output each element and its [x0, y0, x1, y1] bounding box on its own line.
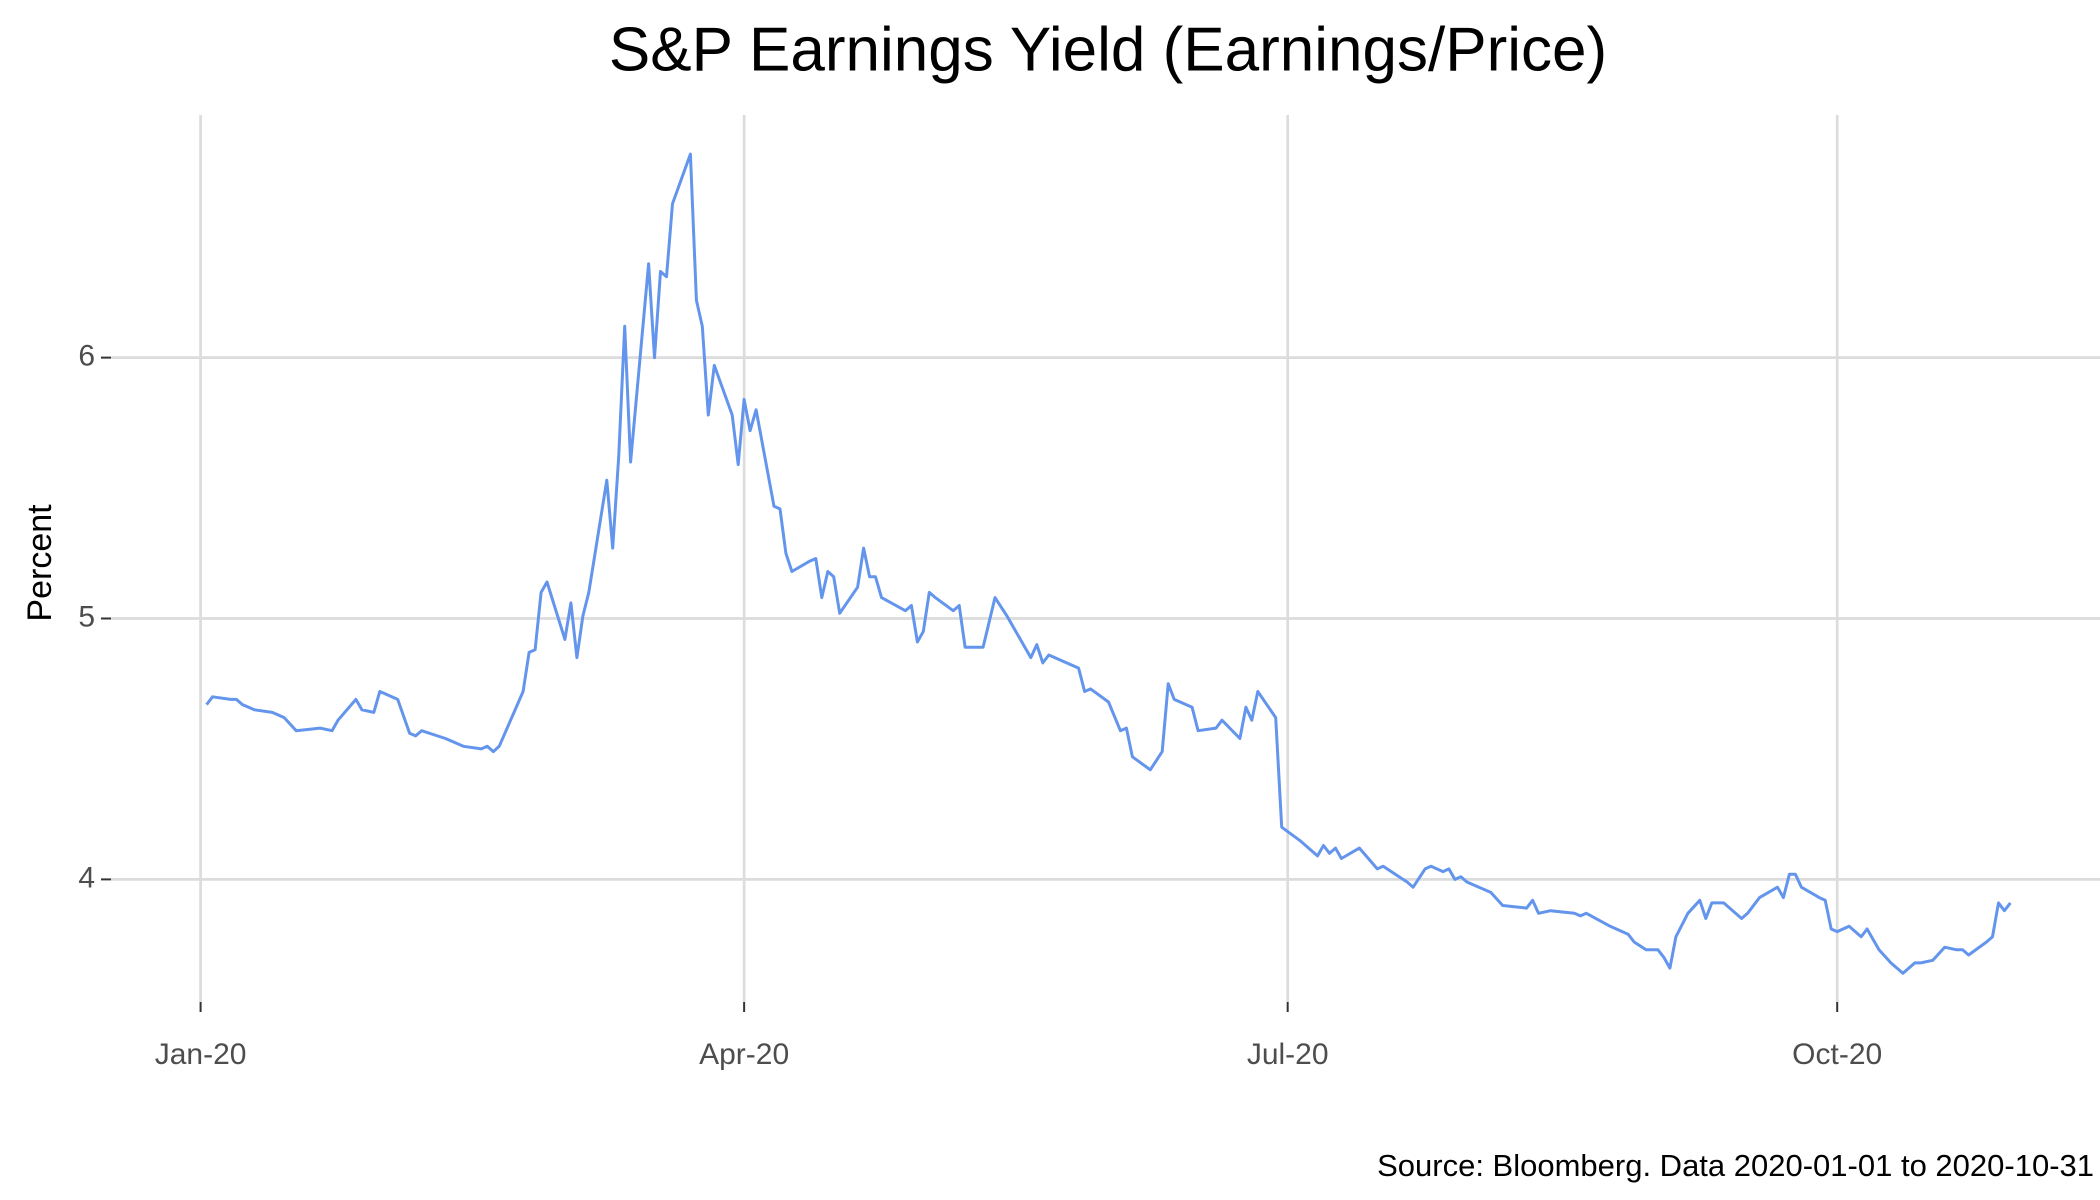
chart-title: S&P Earnings Yield (Earnings/Price) [609, 15, 1607, 84]
x-tick-label: Apr-20 [699, 1038, 789, 1071]
x-tick-label: Oct-20 [1792, 1038, 1882, 1071]
x-tick-label: Jul-20 [1247, 1038, 1329, 1071]
y-tick-label: 5 [78, 600, 95, 633]
y-tick-label: 4 [78, 861, 95, 894]
source-note: Source: Bloomberg. Data 2020-01-01 to 20… [1377, 1148, 2094, 1183]
x-tick-label: Jan-20 [155, 1038, 247, 1071]
data-line [205, 152, 2012, 975]
y-tick-label: 6 [78, 340, 95, 373]
y-axis-label: Percent [21, 504, 59, 622]
